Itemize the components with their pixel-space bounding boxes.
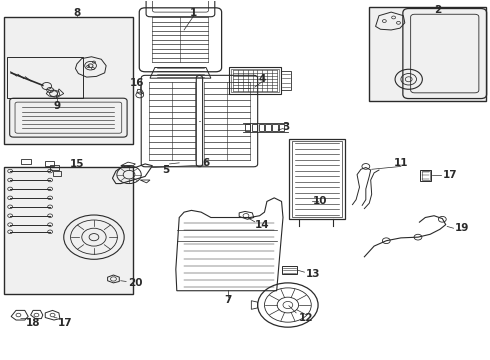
Bar: [231, 69, 279, 92]
Text: 3: 3: [283, 122, 290, 132]
Bar: [245, 124, 250, 131]
Bar: [4, 18, 133, 144]
Bar: [252, 124, 257, 131]
Text: 7: 7: [224, 296, 232, 305]
Text: 11: 11: [393, 158, 408, 168]
Text: 1: 1: [190, 8, 197, 18]
Text: 9: 9: [54, 102, 61, 111]
Bar: [266, 124, 271, 131]
Text: 18: 18: [26, 318, 40, 328]
Text: 17: 17: [57, 318, 72, 328]
Bar: [369, 7, 486, 102]
Bar: [7, 57, 83, 98]
Bar: [422, 171, 430, 180]
Bar: [279, 124, 285, 131]
Bar: [229, 67, 281, 94]
Bar: [259, 124, 264, 131]
Text: 4: 4: [258, 74, 266, 84]
Text: 17: 17: [443, 170, 458, 180]
Text: 5: 5: [163, 165, 170, 175]
Bar: [272, 124, 278, 131]
Text: 6: 6: [202, 158, 210, 168]
Bar: [4, 167, 133, 294]
Text: 15: 15: [70, 159, 84, 169]
Text: 20: 20: [128, 278, 143, 288]
Text: 13: 13: [306, 269, 320, 279]
Bar: [292, 141, 342, 217]
Text: 2: 2: [434, 5, 441, 15]
Bar: [282, 266, 296, 274]
Text: 8: 8: [74, 8, 80, 18]
Text: 14: 14: [255, 220, 270, 230]
Text: 10: 10: [313, 196, 328, 206]
Text: 12: 12: [298, 313, 313, 323]
Bar: [289, 139, 345, 219]
Bar: [420, 170, 431, 181]
Text: 16: 16: [129, 78, 144, 88]
Text: 19: 19: [455, 223, 469, 233]
Bar: [281, 71, 291, 90]
